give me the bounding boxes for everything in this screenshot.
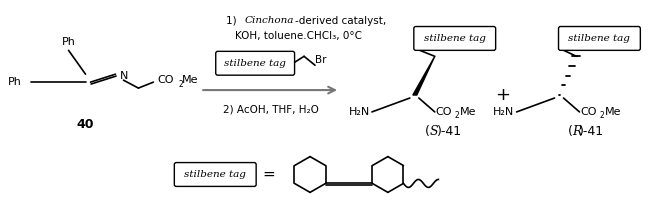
Text: (: ( — [425, 125, 432, 138]
Text: S: S — [430, 125, 438, 138]
Text: Br: Br — [315, 55, 326, 65]
Text: KOH, toluene.CHCl₃, 0°C: KOH, toluene.CHCl₃, 0°C — [235, 32, 362, 41]
Text: CO: CO — [581, 107, 597, 117]
Text: stilbene tag: stilbene tag — [569, 34, 631, 43]
Text: Me: Me — [604, 107, 621, 117]
Text: 2: 2 — [455, 111, 459, 120]
Text: Ph: Ph — [61, 37, 76, 47]
Text: )-41: )-41 — [437, 125, 462, 138]
FancyBboxPatch shape — [175, 163, 256, 186]
Text: 40: 40 — [76, 118, 94, 131]
Text: 2: 2 — [179, 80, 183, 89]
FancyBboxPatch shape — [215, 51, 295, 75]
Text: =: = — [262, 167, 275, 182]
Text: -derived catalyst,: -derived catalyst, — [295, 16, 386, 26]
Polygon shape — [413, 56, 435, 95]
Text: CO: CO — [436, 107, 452, 117]
Text: Cinchona: Cinchona — [244, 16, 293, 25]
Text: H₂N: H₂N — [349, 107, 370, 117]
Text: Ph: Ph — [8, 77, 22, 87]
FancyBboxPatch shape — [559, 26, 641, 50]
Text: R: R — [573, 125, 582, 138]
Text: Me: Me — [183, 75, 199, 85]
Text: )-41: )-41 — [579, 125, 604, 138]
Text: (: ( — [567, 125, 573, 138]
Text: 1): 1) — [226, 16, 240, 26]
Text: N: N — [119, 71, 128, 81]
Text: H₂N: H₂N — [494, 107, 515, 117]
Text: Me: Me — [460, 107, 476, 117]
Text: 2: 2 — [600, 111, 604, 120]
FancyBboxPatch shape — [414, 26, 496, 50]
Text: stilbene tag: stilbene tag — [424, 34, 486, 43]
Text: stilbene tag: stilbene tag — [224, 59, 286, 68]
Text: +: + — [495, 86, 510, 104]
Text: 2) AcOH, THF, H₂O: 2) AcOH, THF, H₂O — [223, 105, 319, 115]
Text: stilbene tag: stilbene tag — [185, 170, 246, 179]
Text: CO: CO — [158, 75, 174, 85]
